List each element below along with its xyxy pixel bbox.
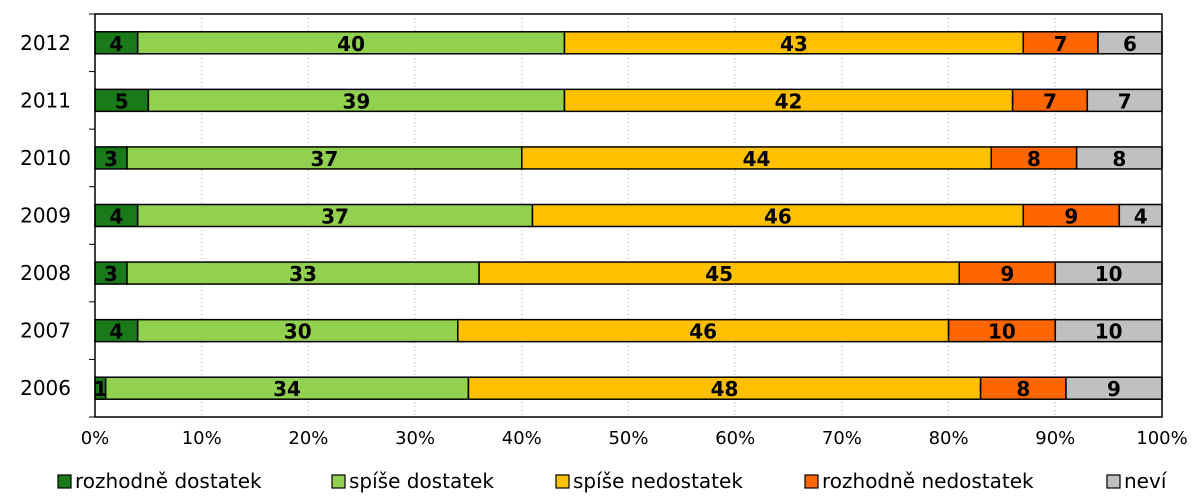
data-label: 3 [104, 147, 118, 171]
legend-swatch [555, 474, 570, 489]
x-tick-label: 90% [1035, 428, 1075, 449]
category-label: 2012 [20, 31, 71, 55]
data-label: 40 [337, 32, 365, 56]
x-tick-label: 30% [395, 428, 435, 449]
legend-swatch [1106, 474, 1121, 489]
data-label: 7 [1118, 89, 1132, 113]
data-label: 8 [1016, 377, 1030, 401]
category-label: 2007 [20, 319, 71, 343]
legend-swatch [804, 474, 819, 489]
data-label: 10 [1095, 320, 1123, 344]
x-tick-label: 10% [182, 428, 222, 449]
data-label: 4 [109, 32, 123, 56]
data-label: 9 [1107, 377, 1121, 401]
data-label: 45 [705, 262, 733, 286]
x-tick-label: 0% [81, 428, 110, 449]
labels: 4 40 43 7 65 39 42 7 73 37 44 8 84 37 46 9 43 33 45 9 104 30 4… [93, 32, 1147, 401]
data-label: 6 [1123, 32, 1137, 56]
data-label: 33 [289, 262, 317, 286]
data-label: 10 [988, 320, 1016, 344]
x-tick-label: 60% [715, 428, 755, 449]
data-label: 7 [1043, 89, 1057, 113]
bars [94, 31, 1163, 400]
legend: rozhodně dostatek spíše dostatek spíše ned… [57, 469, 1168, 493]
legend-label: rozhodně dostatek [75, 469, 262, 493]
data-label: 39 [342, 89, 370, 113]
category-label: 2006 [20, 376, 71, 400]
category-label: 2009 [20, 204, 71, 228]
data-label: 37 [310, 147, 338, 171]
data-label: 1 [93, 377, 107, 401]
legend-swatch [57, 474, 72, 489]
legend-label: spíše dostatek [349, 469, 494, 493]
category-label: 2011 [20, 88, 71, 112]
data-label: 8 [1112, 147, 1126, 171]
axes: 0% 10% 20% 30% 40% 50% 60% 70% 80% 90% 100% 2012 201… [20, 13, 1188, 449]
data-label: 9 [1000, 262, 1014, 286]
x-tick-label: 100% [1136, 428, 1187, 449]
legend-label: rozhodně nedostatek [822, 469, 1034, 493]
data-label: 42 [775, 89, 803, 113]
legend-label: neví [1124, 469, 1168, 493]
data-label: 3 [104, 262, 118, 286]
data-label: 7 [1054, 32, 1068, 56]
data-label: 48 [711, 377, 739, 401]
x-tick-label: 20% [288, 428, 328, 449]
data-label: 10 [1095, 262, 1123, 286]
data-label: 9 [1064, 205, 1078, 229]
data-label: 4 [109, 205, 123, 229]
data-label: 46 [689, 320, 717, 344]
legend-swatch [331, 474, 346, 489]
data-label: 43 [780, 32, 808, 56]
data-label: 34 [273, 377, 301, 401]
x-tick-label: 50% [608, 428, 648, 449]
data-label: 44 [743, 147, 771, 171]
legend-label: spíše nedostatek [573, 469, 743, 493]
data-label: 8 [1027, 147, 1041, 171]
data-label: 4 [1134, 205, 1148, 229]
data-label: 46 [764, 205, 792, 229]
x-tick-label: 80% [929, 428, 969, 449]
data-label: 30 [284, 320, 312, 344]
category-label: 2008 [20, 261, 71, 285]
x-tick-label: 70% [822, 428, 862, 449]
plot-area [94, 13, 1163, 418]
data-label: 37 [321, 205, 349, 229]
category-label: 2010 [20, 146, 71, 170]
data-label: 5 [115, 89, 129, 113]
x-tick-label: 40% [502, 428, 542, 449]
data-label: 4 [109, 320, 123, 344]
